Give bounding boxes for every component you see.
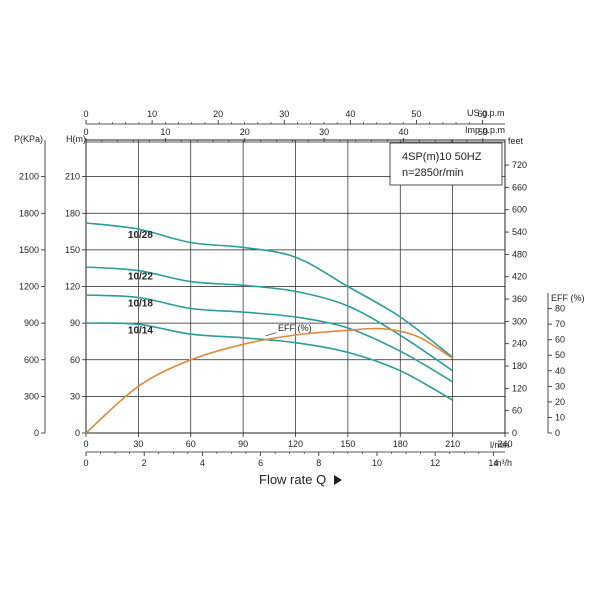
lmin-tick-label: 210 [445, 439, 460, 449]
feet-tick-label: 540 [512, 227, 527, 237]
eff-tick-label: 40 [555, 366, 565, 376]
m3h-unit: m³/h [494, 458, 512, 468]
pressure-tick-label: 1800 [19, 208, 39, 218]
curve-label-10-14: 10/14 [128, 325, 153, 336]
feet-tick-label: 420 [512, 272, 527, 282]
feet-tick-label: 480 [512, 249, 527, 259]
curve-label-10-22: 10/22 [128, 272, 153, 283]
us_gpm-tick-label: 0 [83, 109, 88, 119]
m3h-tick-label: 6 [258, 458, 263, 468]
feet-tick-label: 240 [512, 339, 527, 349]
lmin-tick-label: 0 [83, 439, 88, 449]
head-tick-label: 30 [70, 391, 80, 401]
m3h-tick-label: 2 [142, 458, 147, 468]
imp_gpm-tick-label: 10 [160, 127, 170, 137]
head-tick-label: 120 [65, 282, 80, 292]
chart-axes: 0 10 20 30 40 50 600 10 20 30 40 500 30 60 90 120 150 180… [19, 109, 565, 468]
feet-tick-label: 360 [512, 294, 527, 304]
imp_gpm-tick-label: 50 [478, 127, 488, 137]
imp_gpm-tick-label: 40 [398, 127, 408, 137]
feet-tick-label: 0 [512, 428, 517, 438]
curve-label-10-28: 10/28 [128, 230, 153, 241]
feet-tick-label: 720 [512, 160, 527, 170]
feet-tick-label: 120 [512, 383, 527, 393]
m3h-tick-label: 8 [316, 458, 321, 468]
us_gpm-tick-label: 40 [345, 109, 355, 119]
head-unit: H(m) [66, 134, 86, 144]
us_gpm-tick-label: 60 [478, 109, 488, 119]
pressure-tick-label: 1500 [19, 245, 39, 255]
head-curve-10-18 [85, 294, 454, 383]
pressure-tick-label: 1200 [19, 282, 39, 292]
imp_gpm-tick-label: 30 [319, 127, 329, 137]
pressure-tick-label: 900 [24, 318, 39, 328]
model-box: 4SP(m)10 50HZ n=2850r/min [389, 142, 503, 186]
pressure-tick-label: 600 [24, 355, 39, 365]
pressure-tick-label: 300 [24, 391, 39, 401]
pressure-tick-label: 2100 [19, 172, 39, 182]
m3h-tick-label: 12 [430, 458, 440, 468]
lmin-unit: l/min [490, 440, 509, 450]
feet-tick-label: 660 [512, 182, 527, 192]
m3h-tick-label: 14 [488, 458, 498, 468]
head-curve-10-14 [85, 322, 453, 401]
us_gpm-tick-label: 20 [213, 109, 223, 119]
head-tick-label: 180 [65, 208, 80, 218]
imp_gpm-tick-label: 20 [240, 127, 250, 137]
lmin-tick-label: 180 [393, 439, 408, 449]
m3h-tick-label: 10 [372, 458, 382, 468]
eff-tick-label: 20 [555, 397, 565, 407]
efficiency-label-leader [265, 332, 277, 337]
lmin-tick-label: 90 [238, 439, 248, 449]
x-axis-title: Flow rate Q [259, 472, 342, 487]
us-gpm-unit: US g.p.m [467, 108, 505, 118]
imp-gpm-unit: Imp g.p.m [465, 125, 505, 135]
head-curve-10-28 [85, 222, 454, 358]
eff-tick-label: 30 [555, 381, 565, 391]
curve-label-10-18: 10/18 [128, 298, 153, 309]
head-tick-label: 210 [65, 172, 80, 182]
m3h-tick-label: 0 [83, 458, 88, 468]
lmin-tick-label: 240 [497, 439, 512, 449]
performance-curves: 10/28 10/22 10/18 10/14 EFF (%) [85, 222, 454, 434]
lmin-tick-label: 150 [340, 439, 355, 449]
head-curve-10-22 [85, 266, 454, 372]
efficiency-curve-label: EFF (%) [278, 323, 312, 333]
us_gpm-tick-label: 10 [147, 109, 157, 119]
pressure-unit: P(KPa) [14, 134, 43, 144]
eff-tick-label: 70 [555, 319, 565, 329]
head-tick-label: 150 [65, 245, 80, 255]
eff-tick-label: 0 [555, 428, 560, 438]
head-tick-label: 90 [70, 318, 80, 328]
eff-tick-label: 80 [555, 304, 565, 314]
lmin-tick-label: 30 [133, 439, 143, 449]
us_gpm-tick-label: 30 [279, 109, 289, 119]
play-arrow-icon [334, 475, 342, 485]
lmin-tick-label: 60 [186, 439, 196, 449]
model-speed: n=2850r/min [402, 167, 463, 179]
pressure-tick-label: 0 [34, 428, 39, 438]
efficiency-curve [85, 327, 454, 434]
eff-tick-label: 50 [555, 350, 565, 360]
eff-unit: EFF (%) [551, 293, 585, 303]
feet-tick-label: 180 [512, 361, 527, 371]
feet-tick-label: 600 [512, 205, 527, 215]
eff-tick-label: 60 [555, 335, 565, 345]
eff-tick-label: 10 [555, 412, 565, 422]
lmin-tick-label: 120 [288, 439, 303, 449]
m3h-tick-label: 4 [200, 458, 205, 468]
imp_gpm-tick-label: 0 [83, 127, 88, 137]
feet-unit: feet [508, 136, 524, 146]
feet-tick-label: 300 [512, 316, 527, 326]
feet-tick-label: 60 [512, 406, 522, 416]
head-tick-label: 60 [70, 355, 80, 365]
flow-rate-label: Flow rate Q [259, 472, 326, 487]
us_gpm-tick-label: 50 [411, 109, 421, 119]
head-tick-label: 0 [75, 428, 80, 438]
model-title: 4SP(m)10 50HZ [402, 151, 482, 163]
